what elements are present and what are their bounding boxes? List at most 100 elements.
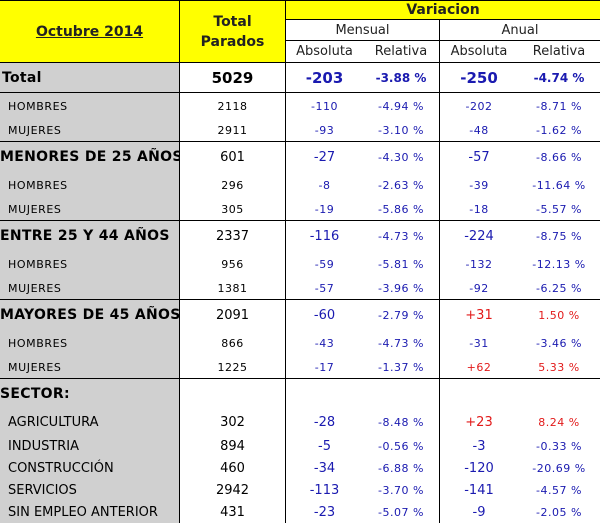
annual-relative-header: Relativa: [518, 41, 600, 63]
cell-a-rel: -3.46 %: [536, 337, 582, 350]
cell-a-abs: -18: [440, 199, 518, 221]
total-parados-header: Total Parados: [180, 0, 286, 63]
row-label: ENTRE 25 Y 44 AÑOS: [0, 221, 180, 251]
cell-a-rel: -0.33 %: [536, 439, 582, 453]
row-label: SERVICIOS: [0, 479, 180, 501]
cell-total: 305: [180, 199, 286, 221]
monthly-header: Mensual: [286, 20, 440, 41]
total-header-line2: Parados: [200, 33, 265, 50]
cell-m-rel: -5.07 %: [363, 501, 440, 523]
row-label: HOMBRES: [0, 330, 180, 357]
row-label: MENORES DE 25 AÑOS:: [0, 142, 180, 172]
cell-a-rel: -1.62 %: [518, 120, 600, 142]
cell-m-abs: -43: [314, 337, 335, 350]
cell-m-abs: -8: [318, 179, 331, 192]
cell-m-abs: -116: [309, 228, 340, 244]
cell-a-abs: -57: [468, 149, 490, 165]
cell-a-rel: [518, 379, 600, 409]
cell-a-rel: -8.71 %: [536, 100, 582, 113]
row-label: CONSTRUCCIÓN: [0, 457, 180, 479]
cell-m-rel: -3.96 %: [363, 278, 440, 300]
cell-a-abs: -3: [472, 438, 486, 454]
row-label: SECTOR:: [0, 379, 180, 409]
row-label: HOMBRES: [0, 172, 180, 199]
cell-m-rel: -4.30 %: [363, 142, 440, 172]
cell-a-abs: -202: [465, 100, 493, 113]
cell-total: 302: [180, 409, 286, 435]
cell-m-abs: -27: [313, 149, 336, 165]
cell-m-abs: -113: [309, 482, 340, 498]
row-label: MUJERES: [0, 199, 180, 221]
row-label: MUJERES: [0, 357, 180, 379]
cell-m-abs: -57: [286, 278, 363, 300]
cell-a-rel: 5.33 %: [518, 357, 600, 379]
cell-m-abs: -5: [318, 438, 331, 454]
row-label: MUJERES: [0, 120, 180, 142]
cell-m-abs: -60: [313, 307, 336, 323]
cell-total: 866: [180, 330, 286, 357]
cell-a-abs: -224: [464, 228, 494, 244]
cell-m-abs: -59: [314, 258, 335, 271]
cell-m-abs: -93: [286, 120, 363, 142]
cell-a-rel: -20.69 %: [532, 461, 586, 475]
cell-total: 460: [180, 457, 286, 479]
cell-a-abs: -250: [440, 63, 518, 93]
cell-total: 2337: [180, 221, 286, 251]
annual-header: Anual: [440, 20, 600, 41]
cell-total: [180, 379, 286, 409]
cell-total: 431: [180, 501, 286, 523]
cell-total: 956: [180, 251, 286, 278]
cell-m-abs: -19: [286, 199, 363, 221]
annual-absolute-header: Absoluta: [440, 41, 518, 63]
cell-a-abs: -9: [472, 504, 486, 520]
cell-total: 2118: [180, 93, 286, 120]
cell-m-rel: -2.63 %: [363, 172, 440, 199]
cell-m-rel: -6.88 %: [363, 457, 440, 479]
cell-a-abs: -48: [440, 120, 518, 142]
row-label: INDUSTRIA: [0, 435, 180, 457]
cell-m-rel: -2.79 %: [363, 300, 440, 330]
cell-m-abs: -17: [286, 357, 363, 379]
cell-a-rel: -6.25 %: [518, 278, 600, 300]
cell-m-rel: -4.73 %: [363, 330, 440, 357]
cell-m-rel: -5.86 %: [363, 199, 440, 221]
cell-m-rel: -0.56 %: [363, 435, 440, 457]
cell-total: 2911: [180, 120, 286, 142]
cell-m-rel: -3.70 %: [363, 479, 440, 501]
cell-a-abs: [440, 379, 518, 409]
cell-m-abs: [286, 379, 363, 409]
cell-total: 2942: [180, 479, 286, 501]
cell-total: 601: [180, 142, 286, 172]
row-label: Total: [0, 63, 180, 93]
cell-m-rel: -4.73 %: [363, 221, 440, 251]
cell-a-rel: 8.24 %: [538, 415, 580, 429]
cell-m-abs: -203: [286, 63, 363, 93]
cell-a-abs: -39: [469, 179, 489, 192]
period-title: Octubre 2014: [0, 0, 180, 63]
cell-m-abs: -23: [313, 504, 336, 520]
cell-total: 2091: [180, 300, 286, 330]
monthly-absolute-header: Absoluta: [286, 41, 363, 63]
row-label: HOMBRES: [0, 93, 180, 120]
monthly-relative-header: Relativa: [363, 41, 440, 63]
cell-m-rel: -3.10 %: [363, 120, 440, 142]
cell-a-abs: +62: [440, 357, 518, 379]
cell-m-rel: -4.94 %: [363, 93, 440, 120]
cell-a-abs: +23: [465, 414, 493, 430]
cell-m-abs: -34: [313, 460, 336, 476]
row-label: MUJERES: [0, 278, 180, 300]
row-label: SIN EMPLEO ANTERIOR: [0, 501, 180, 523]
cell-m-rel: -3.88 %: [363, 63, 440, 93]
cell-a-rel: 1.50 %: [538, 308, 580, 322]
cell-a-abs: -92: [440, 278, 518, 300]
row-label: MAYORES DE 45 AÑOS: [0, 300, 180, 330]
cell-a-rel: -4.74 %: [518, 63, 600, 93]
cell-m-abs: -28: [313, 414, 336, 430]
cell-a-rel: -8.75 %: [536, 229, 582, 243]
cell-total: 1381: [180, 278, 286, 300]
total-header-line1: Total: [213, 13, 252, 30]
cell-total: 894: [180, 435, 286, 457]
cell-total: 1225: [180, 357, 286, 379]
cell-a-abs: -132: [465, 258, 493, 271]
